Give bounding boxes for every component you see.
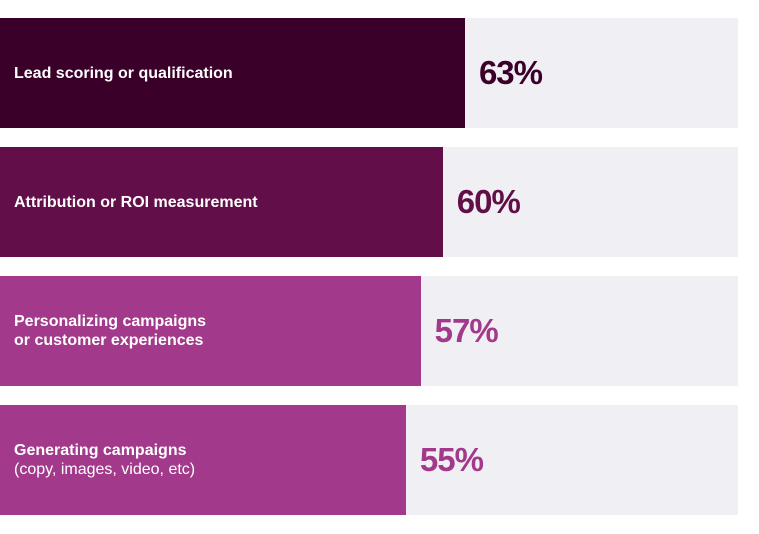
bar <box>0 147 443 257</box>
bar-track: Attribution or ROI measurement 60% <box>0 147 738 257</box>
category-label-line: Lead scoring or qualification <box>14 64 233 82</box>
bar-track: Personalizing campaigns or customer exper… <box>0 276 738 386</box>
bar <box>0 276 421 386</box>
category-label-line: Generating campaigns <box>14 442 187 459</box>
bar <box>0 18 465 128</box>
bar <box>0 405 406 515</box>
category-label: Generating campaigns (copy, images, video… <box>14 405 195 515</box>
category-label: Personalizing campaigns or customer exper… <box>14 276 206 386</box>
value-label: 55% <box>419 441 484 478</box>
bar-track: Lead scoring or qualification 63% <box>0 18 738 128</box>
value-label: 63% <box>478 54 543 91</box>
category-label-line: Attribution or ROI measurement <box>14 193 258 211</box>
category-label: Lead scoring or qualification <box>14 18 233 128</box>
bar-track: Generating campaigns (copy, images, video… <box>0 405 738 515</box>
category-sublabel: (copy, images, video, etc) <box>14 461 196 478</box>
category-label: Attribution or ROI measurement <box>14 147 258 257</box>
value-label: 57% <box>434 312 499 349</box>
category-label-line: or customer experiences <box>14 332 204 349</box>
category-label-line: Personalizing campaigns <box>14 313 207 330</box>
value-label: 60% <box>456 183 521 220</box>
